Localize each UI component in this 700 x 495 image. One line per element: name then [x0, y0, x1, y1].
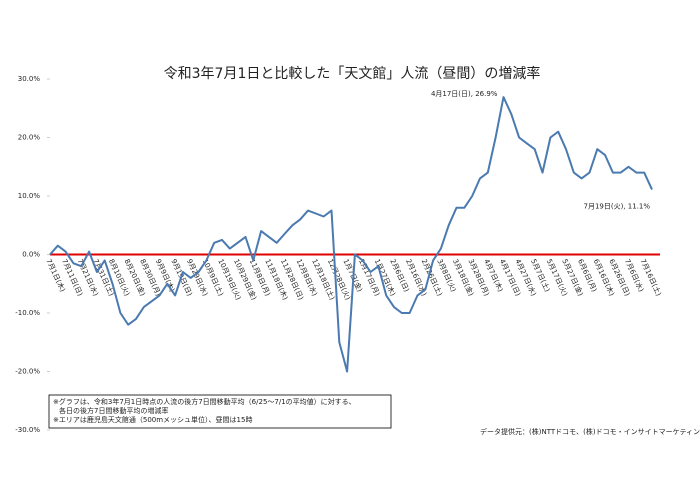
- y-tick-label: 0.0%: [22, 251, 40, 259]
- annotation: 7月19日(火), 11.1%: [583, 203, 650, 211]
- note: ※グラフは、令和3年7月1日時点の人流の後方7日間移動平均（6/25～7/1の平…: [53, 397, 356, 406]
- y-tick-label: -10.0%: [15, 309, 40, 317]
- y-tick-label: 30.0%: [18, 75, 41, 83]
- source: データ提供元：(株)NTTドコモ、(株)ドコモ・インサイトマーケティング: [480, 427, 700, 436]
- annotation: 4月17日(日), 26.9%: [431, 90, 498, 98]
- y-tick-label: 10.0%: [18, 192, 41, 200]
- x-tick-label: 7月16日(土): [639, 257, 664, 297]
- note: ※エリアは鹿児島天文館通（500mメッシュ単位）、昼間は15時: [53, 415, 252, 424]
- y-tick-label: -30.0%: [15, 426, 40, 434]
- chart-title: 令和3年7月1日と比較した「天文館」人流（昼間）の増減率: [164, 65, 541, 82]
- y-tick-label: -20.0%: [15, 368, 40, 376]
- notes-box: [48, 394, 392, 429]
- data-line: [49, 96, 653, 373]
- note: 各日の後方7日間移動平均の増減率: [59, 406, 168, 415]
- y-tick-label: 20.0%: [18, 134, 41, 142]
